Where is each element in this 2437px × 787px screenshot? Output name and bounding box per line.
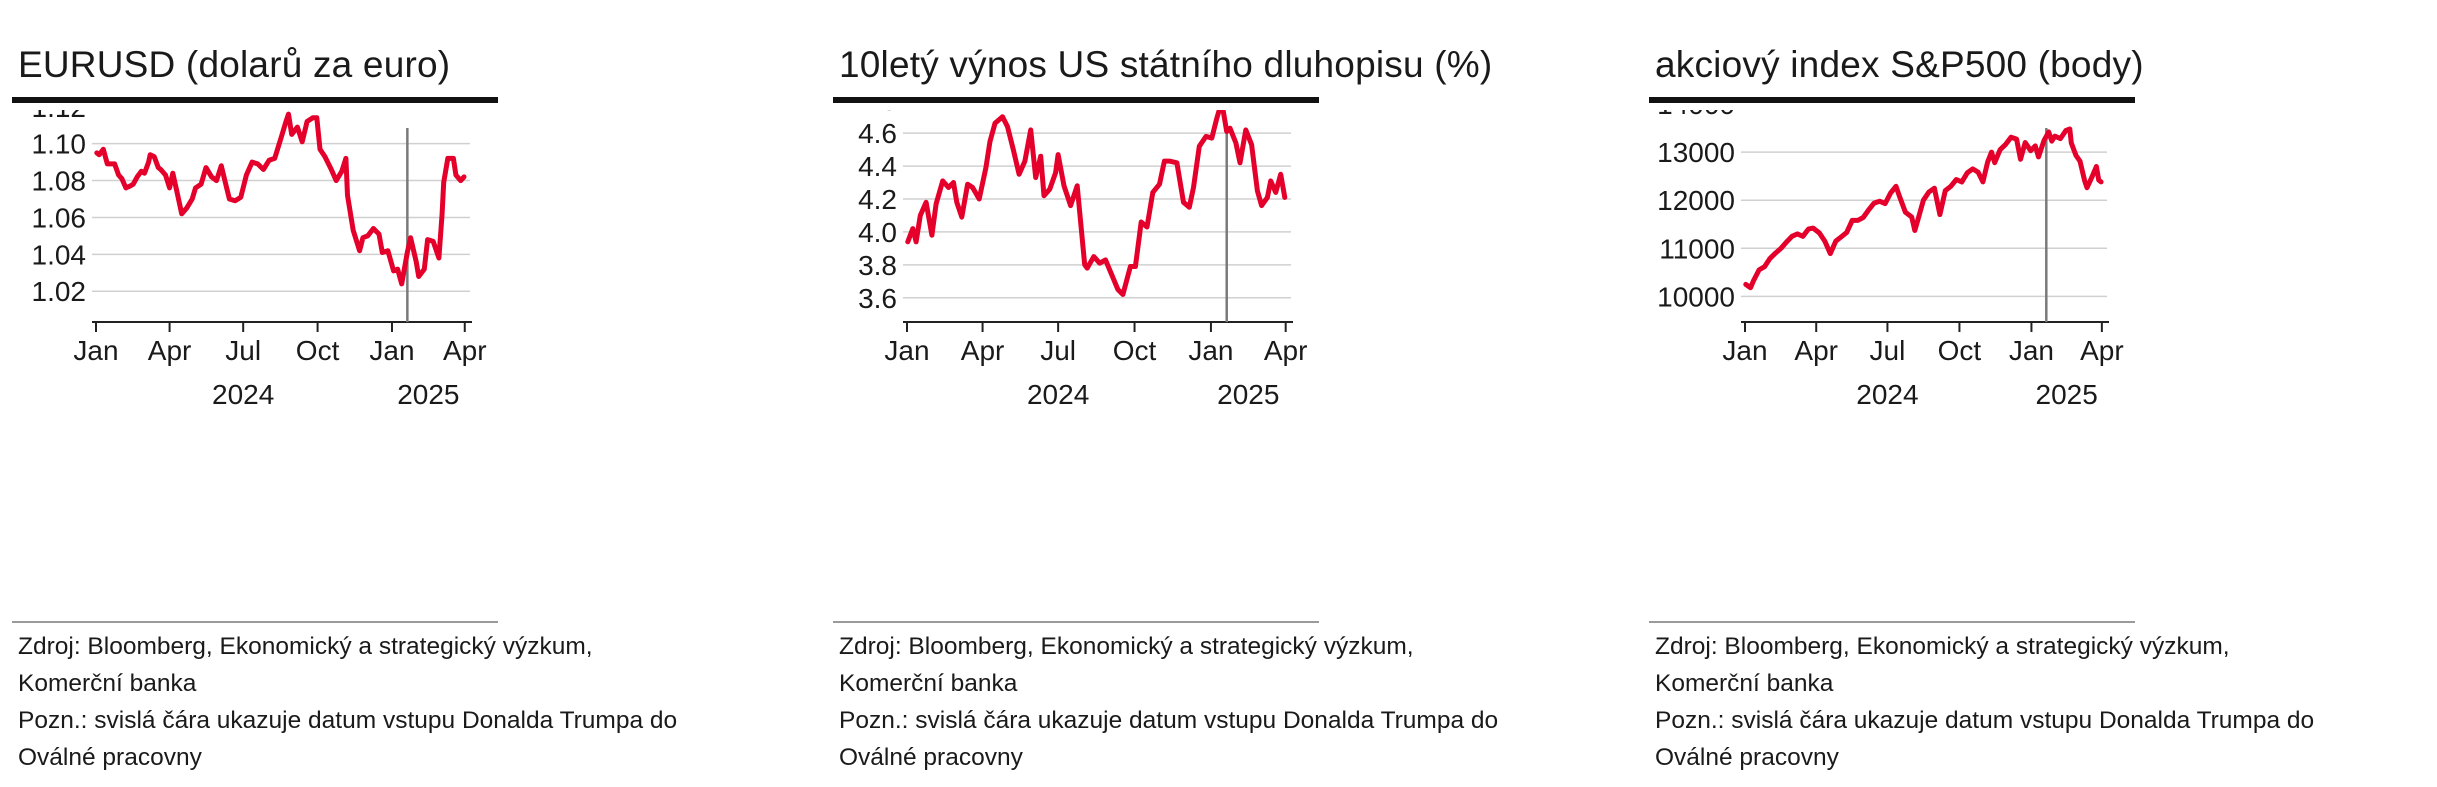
y-tick-label: 4.4 xyxy=(858,151,897,182)
x-tick-label: Oct xyxy=(1938,335,1982,366)
y-tick-label: 1.10 xyxy=(32,129,87,160)
note-line: Zdroj: Bloomberg, Ekonomický a strategic… xyxy=(1655,633,2230,660)
y-tick-label: 12000 xyxy=(1657,185,1735,216)
x-tick-label: Jan xyxy=(1188,335,1233,366)
x-tick-label: Apr xyxy=(148,335,192,366)
x-tick-label: Jul xyxy=(1040,335,1076,366)
series-line xyxy=(94,111,467,287)
note-line: Komerční banka xyxy=(1655,670,1834,697)
chart-eurusd: 1.02 1.04 1.06 1.08 1.10 1.12 Jan Apr Jul Oct Jan A… xyxy=(32,110,487,410)
footer-rule xyxy=(1649,621,2135,623)
series-line xyxy=(1743,126,2104,291)
x-tick-label: Apr xyxy=(443,335,487,366)
title-rule xyxy=(1649,97,2135,103)
y-tick-label: 4.2 xyxy=(858,184,897,215)
footer-rule xyxy=(833,621,1319,623)
title-rule xyxy=(12,97,498,103)
x-tick-label: Jan xyxy=(884,335,929,366)
panel-sp500: akciový index S&P500 (body) 10000 11000 12… xyxy=(1649,0,2314,787)
x-tick-label: Jul xyxy=(1870,335,1906,366)
note-line: Komerční banka xyxy=(839,670,1018,697)
x-tick-label: Apr xyxy=(961,335,1005,366)
note-line: Oválné pracovny xyxy=(839,744,1023,771)
x-tick-label: Jan xyxy=(1722,335,1767,366)
x-tick-label: Jan xyxy=(73,335,118,366)
x-tick-label: Jan xyxy=(2009,335,2054,366)
x-year-label: 2024 xyxy=(1027,379,1089,410)
note-line: Pozn.: svislá čára ukazuje datum vstupu … xyxy=(839,707,1499,734)
x-year-label: 2025 xyxy=(2036,379,2098,410)
chart-us10y: 3.63.84.04.24.44.6 4.8 Jan Apr Jul Oct Jan Apr 2… xyxy=(858,110,1308,410)
x-tick-label: Oct xyxy=(296,335,340,366)
x-tick-label: Jan xyxy=(369,335,414,366)
chart-title: 10letý výnos US státního dluhopisu (%) xyxy=(839,44,1493,85)
panel-us10y: 10letý výnos US státního dluhopisu (%) 3… xyxy=(833,0,1498,787)
x-tick-label: Jul xyxy=(225,335,261,366)
y-tick-label: 13000 xyxy=(1657,137,1735,168)
y-tick-label: 14000 xyxy=(1657,110,1735,120)
note-line: Oválné pracovny xyxy=(18,744,202,771)
y-tick-label: 4.0 xyxy=(858,217,897,248)
x-tick-label: Apr xyxy=(1264,335,1308,366)
note-line: Komerční banka xyxy=(18,670,197,697)
series-line xyxy=(905,110,1288,297)
x-year-label: 2025 xyxy=(397,379,459,410)
panel-eurusd: EURUSD (dolarů za euro) 1.02 1.04 1.06 1.08… xyxy=(12,0,677,787)
chart-sp500: 10000 11000 12000 13000 14000 Jan Apr Jul Oct Jan… xyxy=(1657,110,2124,410)
note-line: Zdroj: Bloomberg, Ekonomický a strategic… xyxy=(18,633,593,660)
source-notes: Zdroj: Bloomberg, Ekonomický a strategic… xyxy=(839,628,1498,776)
y-tick-label: 3.8 xyxy=(858,250,897,281)
y-tick-label: 4.6 xyxy=(858,118,897,149)
x-tick-label: Apr xyxy=(1794,335,1838,366)
y-tick-label: 10000 xyxy=(1657,281,1735,312)
footer-rule xyxy=(12,621,498,623)
y-tick-label: 11000 xyxy=(1659,233,1735,264)
y-tick-label: 3.6 xyxy=(858,283,897,314)
x-year-label: 2024 xyxy=(1856,379,1918,410)
note-line: Zdroj: Bloomberg, Ekonomický a strategic… xyxy=(839,633,1414,660)
note-line: Oválné pracovny xyxy=(1655,744,1839,771)
source-notes: Zdroj: Bloomberg, Ekonomický a strategic… xyxy=(18,628,677,776)
note-line: Pozn.: svislá čára ukazuje datum vstupu … xyxy=(18,707,678,734)
y-tick-label: 1.12 xyxy=(32,110,87,123)
x-year-label: 2024 xyxy=(212,379,274,410)
y-tick-label: 4.8 xyxy=(858,110,897,116)
source-notes: Zdroj: Bloomberg, Ekonomický a strategic… xyxy=(1655,628,2314,776)
chart-title: akciový index S&P500 (body) xyxy=(1655,44,2144,85)
x-tick-label: Apr xyxy=(2080,335,2124,366)
y-tick-label: 1.06 xyxy=(32,202,87,233)
y-tick-label: 1.02 xyxy=(32,276,87,307)
note-line: Pozn.: svislá čára ukazuje datum vstupu … xyxy=(1655,707,2315,734)
chart-title: EURUSD (dolarů za euro) xyxy=(18,44,451,85)
y-tick-label: 1.04 xyxy=(32,239,87,270)
y-tick-label: 1.08 xyxy=(32,166,87,197)
x-year-label: 2025 xyxy=(1217,379,1279,410)
x-tick-label: Oct xyxy=(1113,335,1157,366)
title-rule xyxy=(833,97,1319,103)
